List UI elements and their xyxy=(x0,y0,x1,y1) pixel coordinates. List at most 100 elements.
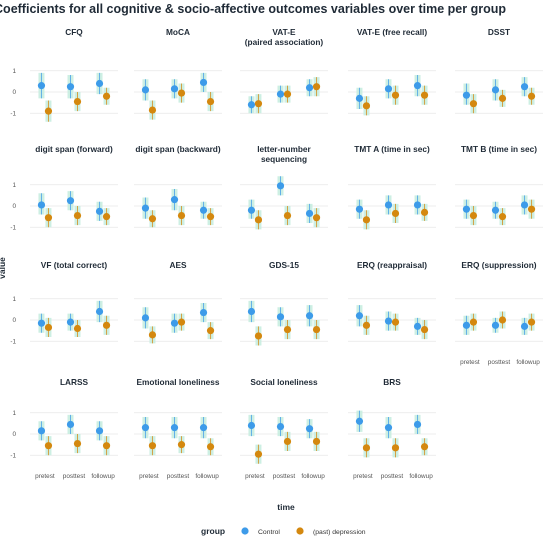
data-point xyxy=(254,216,263,224)
data-point xyxy=(283,437,292,446)
data-point xyxy=(413,322,422,330)
data-point xyxy=(384,317,393,325)
data-point xyxy=(362,216,371,224)
panel-title: (paired association) xyxy=(245,37,324,47)
data-point xyxy=(462,91,471,99)
data-point xyxy=(283,90,292,98)
data-point xyxy=(254,450,263,458)
panel-title: MoCA xyxy=(166,27,190,37)
data-point xyxy=(148,331,157,339)
data-point xyxy=(170,196,179,204)
data-point xyxy=(37,82,46,90)
panel: BRS pretest posttest followup xyxy=(348,377,436,480)
data-point xyxy=(355,312,364,320)
x-tick-label: posttest xyxy=(381,473,404,480)
data-point xyxy=(420,91,429,99)
panel-title: VAT-E (free recall) xyxy=(357,27,427,37)
data-point xyxy=(102,213,111,221)
data-point xyxy=(498,94,507,102)
data-point xyxy=(312,214,321,222)
data-point xyxy=(66,420,75,429)
data-point xyxy=(170,424,179,432)
data-point xyxy=(312,437,321,446)
panel-title: ERQ (reappraisal) xyxy=(357,260,427,270)
y-axis-label: value xyxy=(0,257,7,279)
data-point xyxy=(391,209,400,218)
data-point xyxy=(199,424,208,432)
data-point xyxy=(73,97,82,106)
panel: VAT-E(paired association) xyxy=(240,27,328,114)
data-point xyxy=(283,325,292,334)
y-tick-label: -1 xyxy=(10,338,16,345)
data-point xyxy=(420,325,429,334)
data-point xyxy=(73,211,82,220)
data-point xyxy=(148,106,157,114)
data-point xyxy=(469,211,478,220)
data-point xyxy=(66,197,75,205)
data-point xyxy=(276,90,285,98)
data-point xyxy=(66,318,75,326)
data-point xyxy=(469,100,478,108)
x-tick-label: followup xyxy=(409,473,433,480)
data-point xyxy=(148,215,157,223)
data-point xyxy=(276,182,285,190)
x-tick-label: posttest xyxy=(167,473,190,480)
data-point xyxy=(247,421,256,430)
y-tick-label: 0 xyxy=(12,317,16,324)
data-point xyxy=(305,312,314,320)
panel-title: AES xyxy=(169,260,187,270)
panel: AES xyxy=(134,260,222,344)
panel-title: digit span (forward) xyxy=(35,144,113,154)
y-tick-label: -1 xyxy=(10,224,16,231)
y-tick-label: 0 xyxy=(12,431,16,438)
data-point xyxy=(44,214,53,222)
data-point xyxy=(384,424,393,432)
data-point xyxy=(491,86,500,94)
data-point xyxy=(384,201,393,209)
legend: group Control (past) depression xyxy=(201,526,366,536)
panel-title: sequencing xyxy=(261,154,307,164)
data-point xyxy=(391,444,400,452)
chart-title: Coefficients for all cognitive & socio-a… xyxy=(0,2,506,16)
x-tick-label: followup xyxy=(195,473,219,480)
legend-label-past-depression: (past) depression xyxy=(313,529,366,536)
data-point xyxy=(462,205,471,213)
data-point xyxy=(141,314,150,322)
data-point xyxy=(247,307,256,316)
data-point xyxy=(312,83,321,91)
x-tick-label: pretest xyxy=(353,473,373,480)
data-point xyxy=(362,102,371,110)
data-point xyxy=(95,207,104,215)
data-point xyxy=(283,211,292,220)
panel: Emotional loneliness pretest posttest follo… xyxy=(134,377,222,480)
data-point xyxy=(37,319,46,327)
x-tick-label: pretest xyxy=(245,473,265,480)
panel: DSST xyxy=(455,27,543,114)
data-point xyxy=(102,92,111,100)
data-point xyxy=(420,443,429,451)
x-axis-label: time xyxy=(277,502,295,512)
x-tick-label: pretest xyxy=(460,359,480,366)
data-point xyxy=(206,97,215,106)
data-point xyxy=(95,307,104,316)
data-point xyxy=(206,213,215,221)
data-point xyxy=(391,91,400,99)
data-point xyxy=(527,92,536,100)
y-tick-label: 1 xyxy=(12,410,16,417)
data-point xyxy=(520,83,529,91)
panel: MoCA xyxy=(134,27,222,120)
data-point xyxy=(95,79,104,88)
legend-title: group xyxy=(201,526,225,536)
data-point xyxy=(199,308,208,317)
data-point xyxy=(206,443,215,451)
data-point xyxy=(520,201,529,209)
data-point xyxy=(66,83,75,91)
data-point xyxy=(276,313,285,321)
data-point xyxy=(37,427,46,435)
x-tick-label: followup xyxy=(516,359,540,366)
panel: digit span (backward) xyxy=(134,144,222,228)
data-point xyxy=(520,322,529,330)
data-point xyxy=(498,213,507,221)
data-point xyxy=(247,206,256,214)
